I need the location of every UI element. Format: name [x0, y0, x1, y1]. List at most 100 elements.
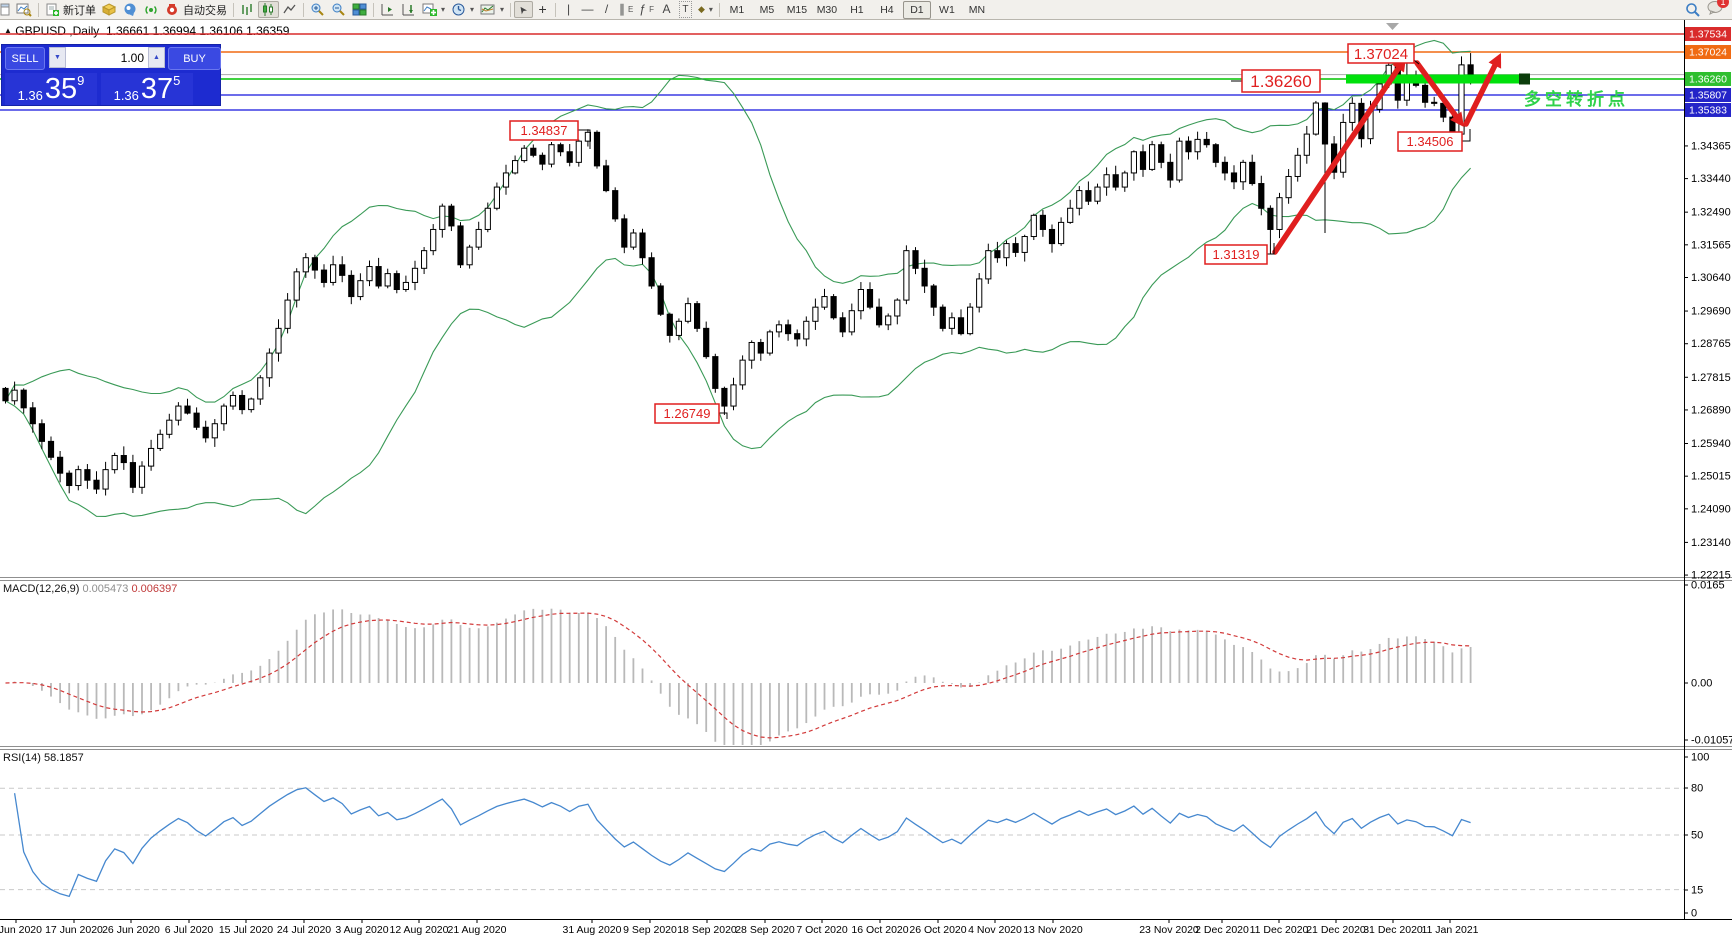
- callout-box-1.37024[interactable]: [1347, 43, 1415, 64]
- rsi-panel: [0, 787, 1684, 898]
- svg-text:28 Sep 2020: 28 Sep 2020: [735, 924, 795, 936]
- signals-icon[interactable]: [141, 1, 162, 18]
- svg-text:21 Dec 2020: 21 Dec 2020: [1306, 924, 1366, 936]
- svg-text:0.0165: 0.0165: [1691, 580, 1725, 592]
- auto-scroll-button[interactable]: [398, 1, 419, 18]
- callout-box-1.34837[interactable]: [509, 120, 579, 141]
- volume-decrease-button[interactable]: ▼: [49, 47, 66, 68]
- timeframe-MN[interactable]: MN: [968, 3, 986, 16]
- macd-signal-value: 0.006397: [131, 583, 178, 595]
- tile-windows-button[interactable]: [349, 1, 370, 18]
- svg-text:1.30640: 1.30640: [1691, 272, 1731, 284]
- new-order-button[interactable]: 新订单: [42, 1, 99, 18]
- zoom-in-button[interactable]: [307, 1, 328, 18]
- timeframe-M30[interactable]: M30: [816, 3, 838, 16]
- buy-button[interactable]: BUY: [168, 47, 221, 70]
- callout-text: 1.34506: [1407, 134, 1454, 149]
- callout-box-1.34506[interactable]: [1397, 131, 1463, 152]
- line-chart-type-button[interactable]: [279, 1, 300, 18]
- svg-text:1.37534: 1.37534: [1689, 28, 1727, 40]
- callout-box-1.26749[interactable]: [654, 403, 720, 424]
- svg-text:1.35807: 1.35807: [1689, 89, 1727, 101]
- candlestick-chart-type-button[interactable]: [258, 1, 279, 18]
- arrows-tool-button[interactable]: ◆ ▾: [695, 1, 716, 18]
- volume-input[interactable]: [66, 47, 148, 68]
- templates-button[interactable]: ▾: [477, 1, 507, 18]
- periods-button[interactable]: ▾: [448, 1, 477, 18]
- bollinger-upper-line: [5, 39, 1471, 403]
- cursor-tool-button[interactable]: ➤: [514, 1, 534, 18]
- support-zone-bar[interactable]: [1346, 73, 1530, 85]
- bar-chart-type-button[interactable]: [237, 1, 258, 18]
- svg-text:26 Jun 2020: 26 Jun 2020: [102, 924, 160, 936]
- bollinger-bands: [5, 39, 1471, 517]
- chart-shift-button[interactable]: [377, 1, 398, 18]
- callout-box-1.31319[interactable]: [1204, 244, 1268, 265]
- text-tool-button[interactable]: A: [657, 1, 676, 18]
- buy-price-display[interactable]: 1.36 37 5: [101, 73, 193, 105]
- svg-text:1.27815: 1.27815: [1691, 372, 1731, 384]
- callout-text: 1.37024: [1354, 46, 1408, 63]
- svg-text:9 Sep 2020: 9 Sep 2020: [623, 924, 677, 936]
- price-callouts[interactable]: 1.34837 1.26749 1.31319 1.36260 1.37024 1.345…: [509, 43, 1471, 424]
- chat-button[interactable]: 1: [1707, 0, 1729, 20]
- sell-button[interactable]: SELL: [5, 47, 45, 70]
- timeframe-D1[interactable]: D1: [902, 0, 931, 19]
- notification-badge[interactable]: 1: [1717, 0, 1729, 8]
- timeframe-M15[interactable]: M15: [786, 3, 808, 16]
- rsi-value: 58.1857: [43, 752, 84, 764]
- svg-text:6 Jul 2020: 6 Jul 2020: [165, 924, 214, 936]
- vertical-line-tool-button[interactable]: |: [559, 1, 578, 18]
- macd-main-value: 0.005473: [82, 583, 129, 595]
- dropdown-icon[interactable]: ▾: [441, 5, 446, 14]
- svg-text:1.37024: 1.37024: [1689, 47, 1727, 59]
- svg-text:11 Jan 2021: 11 Jan 2021: [1421, 924, 1478, 936]
- svg-text:0.00: 0.00: [1691, 678, 1712, 690]
- dropdown-icon[interactable]: ▾: [500, 5, 505, 14]
- crosshair-tool-button[interactable]: +: [533, 1, 552, 18]
- candles-layer: [2, 52, 1474, 496]
- timeframe-M5[interactable]: M5: [759, 3, 775, 16]
- annotation-note[interactable]: 多空转折点: [1524, 90, 1629, 109]
- timeframe-W1[interactable]: W1: [939, 3, 955, 16]
- svg-text:31 Dec 2020: 31 Dec 2020: [1363, 924, 1423, 936]
- dropdown-icon[interactable]: ▾: [470, 5, 475, 14]
- svg-text:80: 80: [1691, 783, 1703, 795]
- svg-text:26 Oct 2020: 26 Oct 2020: [909, 924, 966, 936]
- chart-preview-icon[interactable]: [13, 1, 35, 18]
- svg-text:7 Oct 2020: 7 Oct 2020: [796, 924, 848, 936]
- timeframe-M1[interactable]: M1: [729, 3, 745, 16]
- cube-icon[interactable]: [99, 1, 120, 18]
- bollinger-lower-line: [5, 167, 1471, 517]
- svg-text:1.22215: 1.22215: [1691, 570, 1731, 582]
- callout-box-1.36260[interactable]: [1241, 69, 1321, 93]
- timeframe-H1[interactable]: H1: [850, 3, 864, 16]
- svg-text:1.26890: 1.26890: [1691, 404, 1731, 416]
- trendline-tool-button[interactable]: /: [597, 1, 616, 18]
- trend-arrows[interactable]: [1272, 53, 1502, 255]
- search-icon[interactable]: [1685, 2, 1701, 18]
- add-indicator-button[interactable]: ▾: [419, 1, 448, 18]
- level-lines[interactable]: [0, 33, 1684, 111]
- community-icon[interactable]: [120, 1, 141, 18]
- cursor-icon: ➤: [516, 2, 531, 17]
- auto-trading-button[interactable]: 自动交易: [162, 1, 230, 18]
- volume-increase-button[interactable]: ▲: [148, 47, 165, 68]
- svg-text:23 Nov 2020: 23 Nov 2020: [1139, 924, 1199, 936]
- axis-badge-1.35383: [1685, 102, 1731, 117]
- svg-text:1.28765: 1.28765: [1691, 338, 1731, 350]
- timeframe-H4[interactable]: H4: [880, 3, 894, 16]
- label-icon: T: [679, 1, 692, 18]
- svg-text:1.33440: 1.33440: [1691, 173, 1731, 185]
- window-icon[interactable]: [0, 1, 13, 18]
- zoom-out-button[interactable]: [328, 1, 349, 18]
- sell-price-display[interactable]: 1.36 35 9: [5, 73, 97, 105]
- svg-text:15 Jul 2020: 15 Jul 2020: [219, 924, 273, 936]
- svg-text:31 Aug 2020: 31 Aug 2020: [563, 924, 622, 936]
- toolbar-right: 1: [1685, 0, 1729, 20]
- channel-tool-button[interactable]: ∥ E: [619, 2, 634, 16]
- shift-marker-icon[interactable]: [1386, 23, 1399, 30]
- horizontal-line-tool-button[interactable]: —: [578, 1, 597, 18]
- label-tool-button[interactable]: T: [676, 1, 695, 18]
